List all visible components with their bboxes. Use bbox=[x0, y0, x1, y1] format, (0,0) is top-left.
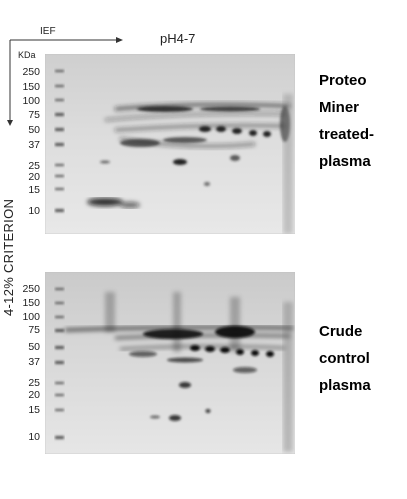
marker-label: 100 bbox=[22, 311, 40, 323]
label-line: plasma bbox=[319, 153, 371, 170]
label-line: Crude bbox=[319, 323, 363, 340]
marker-label: 10 bbox=[28, 431, 40, 443]
marker-label: 20 bbox=[28, 389, 40, 401]
ph-range-label: pH4-7 bbox=[160, 31, 196, 46]
label-line: plasma bbox=[319, 377, 371, 394]
marker-label: 15 bbox=[28, 184, 40, 196]
marker-label: 20 bbox=[28, 171, 40, 183]
marker-label: 15 bbox=[28, 404, 40, 416]
marker-label: 25 bbox=[28, 160, 40, 172]
bottom-gel-image bbox=[45, 272, 295, 454]
label-line: Miner bbox=[319, 99, 360, 116]
marker-label: 75 bbox=[28, 324, 40, 336]
top-gel-label: Proteo Miner treated- plasma bbox=[319, 67, 374, 175]
axis-arrows bbox=[7, 37, 123, 126]
marker-label: 250 bbox=[22, 66, 40, 78]
ief-label: IEF bbox=[40, 26, 56, 37]
marker-label: 50 bbox=[28, 124, 40, 136]
marker-label: 25 bbox=[28, 377, 40, 389]
marker-label: 10 bbox=[28, 205, 40, 217]
top-gel-image bbox=[45, 54, 295, 234]
label-line: treated- bbox=[319, 126, 375, 143]
marker-label: 50 bbox=[28, 341, 40, 353]
marker-label: 37 bbox=[28, 356, 40, 368]
bottom-gel-label: Crude control plasma bbox=[319, 318, 371, 399]
marker-label: 75 bbox=[28, 109, 40, 121]
marker-label: 100 bbox=[22, 95, 40, 107]
label-line: Proteo bbox=[319, 72, 367, 89]
label-line: control bbox=[319, 350, 370, 367]
marker-label: 37 bbox=[28, 139, 40, 151]
marker-label: 250 bbox=[22, 283, 40, 295]
kda-label: KDa bbox=[18, 50, 36, 60]
marker-label: 150 bbox=[22, 297, 40, 309]
marker-label: 150 bbox=[22, 81, 40, 93]
